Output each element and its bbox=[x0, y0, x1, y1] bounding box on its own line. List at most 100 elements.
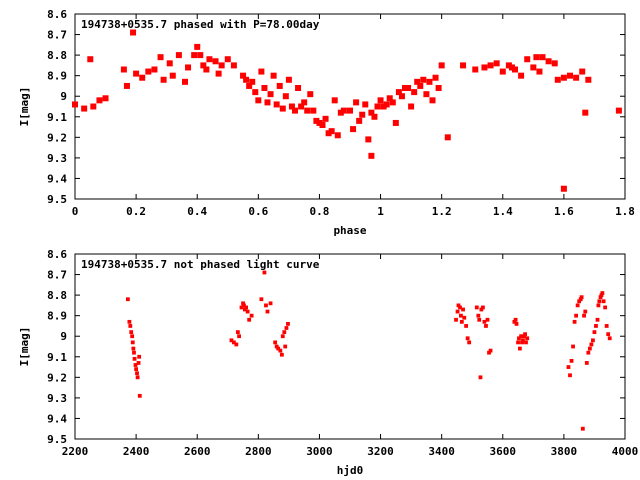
y-tick-label: 9.5 bbox=[47, 433, 67, 446]
data-point bbox=[386, 95, 393, 102]
data-point bbox=[478, 375, 483, 380]
data-point bbox=[304, 107, 311, 114]
data-point bbox=[586, 350, 591, 355]
data-point bbox=[596, 303, 601, 308]
x-tick-label: 0.8 bbox=[310, 205, 330, 218]
data-point bbox=[264, 303, 268, 308]
data-point bbox=[258, 68, 265, 75]
data-point bbox=[579, 295, 584, 300]
data-point bbox=[283, 344, 288, 349]
data-point bbox=[129, 330, 134, 335]
x-tick-label: 2600 bbox=[184, 445, 211, 458]
data-point bbox=[371, 113, 378, 120]
data-point bbox=[139, 74, 146, 81]
data-point bbox=[273, 340, 278, 345]
data-point bbox=[359, 111, 366, 118]
plot-frame bbox=[74, 253, 626, 440]
data-point bbox=[242, 303, 246, 308]
data-point bbox=[288, 103, 295, 110]
data-point bbox=[356, 117, 363, 124]
data-point bbox=[295, 85, 302, 91]
y-tick-label: 8.8 bbox=[47, 49, 67, 62]
data-point bbox=[96, 97, 103, 104]
data-point bbox=[523, 332, 527, 337]
data-point bbox=[571, 344, 575, 349]
data-point bbox=[402, 85, 408, 91]
data-point bbox=[245, 309, 250, 314]
data-point bbox=[301, 99, 308, 106]
x-tick-label: 2200 bbox=[62, 445, 89, 458]
data-point bbox=[135, 371, 139, 376]
data-point bbox=[568, 373, 572, 378]
data-point bbox=[249, 313, 254, 318]
data-point bbox=[587, 346, 592, 351]
data-point bbox=[429, 97, 436, 104]
data-point bbox=[72, 101, 78, 108]
data-point bbox=[479, 307, 484, 312]
x-tick-label: 0 bbox=[72, 205, 79, 218]
y-tick-label: 9.3 bbox=[47, 392, 67, 405]
data-point bbox=[319, 122, 326, 128]
data-point bbox=[157, 54, 164, 61]
data-point bbox=[487, 350, 491, 355]
x-tick-label: 3600 bbox=[490, 445, 517, 458]
data-point bbox=[591, 338, 595, 343]
data-point bbox=[267, 91, 274, 98]
data-point bbox=[512, 66, 518, 73]
data-point bbox=[545, 58, 552, 65]
data-point bbox=[477, 317, 482, 322]
data-point bbox=[414, 78, 421, 85]
data-point bbox=[595, 317, 600, 322]
data-point bbox=[132, 356, 137, 361]
data-point bbox=[273, 101, 280, 108]
data-point bbox=[505, 62, 512, 69]
data-point bbox=[380, 103, 387, 110]
data-point bbox=[270, 72, 277, 79]
data-point bbox=[582, 313, 586, 318]
x-tick-label: 3000 bbox=[306, 445, 333, 458]
data-point bbox=[235, 330, 240, 335]
data-point bbox=[212, 58, 219, 65]
data-point bbox=[166, 60, 173, 67]
data-point bbox=[516, 340, 520, 345]
data-point bbox=[334, 132, 341, 139]
data-point bbox=[462, 315, 467, 320]
y-tick-label: 9.1 bbox=[47, 351, 67, 364]
data-point bbox=[584, 361, 589, 365]
data-point bbox=[145, 68, 152, 75]
data-point bbox=[237, 334, 241, 339]
data-point bbox=[600, 291, 605, 295]
data-point bbox=[244, 305, 249, 310]
data-point bbox=[240, 72, 247, 79]
data-point bbox=[368, 109, 375, 116]
data-point bbox=[185, 64, 192, 71]
data-point bbox=[435, 85, 442, 91]
data-point bbox=[551, 60, 558, 67]
data-point bbox=[261, 85, 268, 91]
data-point bbox=[242, 307, 247, 312]
y-tick-label: 9.2 bbox=[47, 131, 67, 144]
data-point bbox=[137, 354, 142, 359]
data-point bbox=[392, 119, 399, 126]
data-point bbox=[530, 64, 537, 71]
data-point bbox=[241, 301, 245, 306]
y-tick-label: 8.8 bbox=[47, 289, 67, 302]
data-point bbox=[182, 78, 188, 85]
data-point bbox=[459, 313, 463, 318]
data-point bbox=[521, 338, 525, 343]
data-point bbox=[599, 293, 604, 298]
data-point bbox=[573, 74, 580, 81]
data-point bbox=[194, 43, 201, 50]
data-point bbox=[539, 54, 546, 61]
data-point bbox=[465, 336, 470, 341]
data-point bbox=[313, 117, 320, 124]
data-point bbox=[130, 334, 135, 339]
data-point bbox=[131, 346, 136, 351]
data-point bbox=[137, 393, 142, 398]
data-point bbox=[520, 340, 524, 345]
data-point bbox=[347, 107, 353, 114]
data-point bbox=[206, 56, 213, 63]
data-point bbox=[368, 152, 375, 159]
y-tick-label: 8.6 bbox=[47, 248, 67, 261]
data-point bbox=[493, 60, 500, 67]
